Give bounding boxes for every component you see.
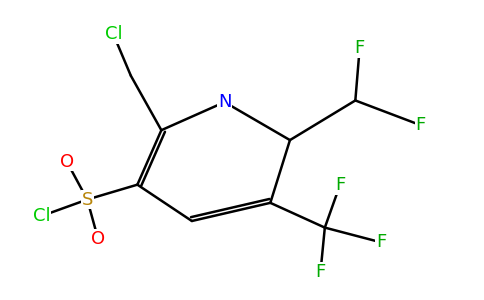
Text: F: F [355,39,365,57]
Text: F: F [416,116,426,134]
Text: F: F [377,233,387,251]
Text: S: S [82,190,93,208]
Text: Cl: Cl [32,207,50,225]
Text: F: F [335,176,345,194]
Text: O: O [91,230,105,248]
Text: N: N [218,93,231,111]
Text: Cl: Cl [105,26,122,44]
Text: F: F [316,263,326,281]
Text: O: O [60,153,74,171]
